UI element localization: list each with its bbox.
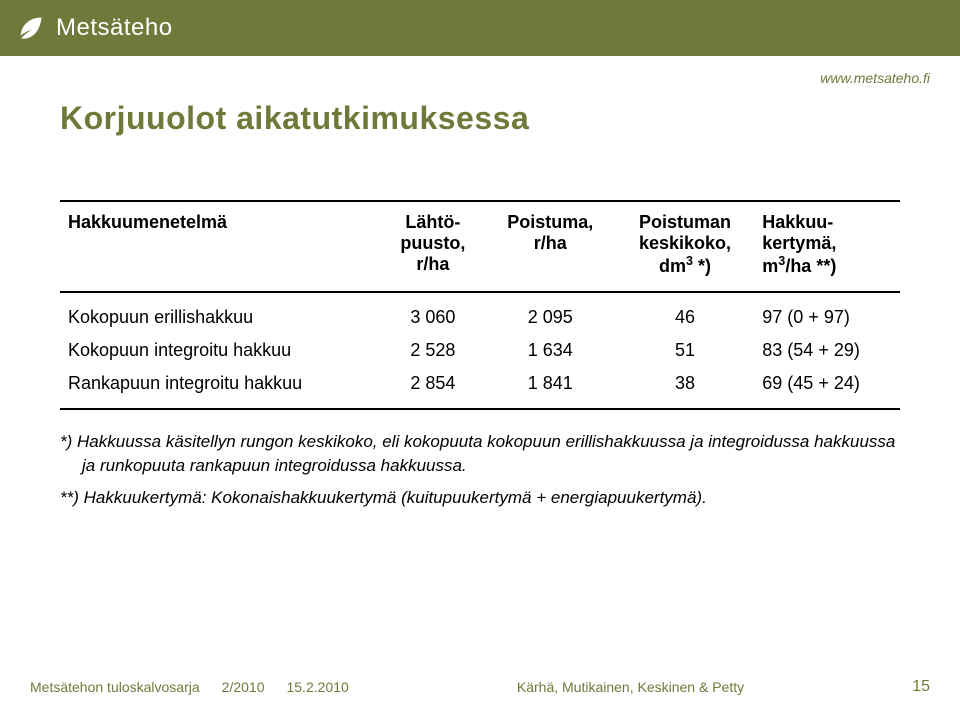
header-band: Metsäteho bbox=[0, 0, 960, 56]
col-header-removal: Poistuma,r/ha bbox=[485, 201, 616, 292]
footnotes: *) Hakkuussa käsitellyn rungon keskikoko… bbox=[60, 430, 900, 517]
cell-method: Kokopuun erillishakkuu bbox=[60, 292, 381, 334]
cell-method: Rankapuun integroitu hakkuu bbox=[60, 367, 381, 409]
data-table: Hakkuumenetelmä Lähtö-puusto,r/ha Poistu… bbox=[60, 200, 900, 410]
cell-yield: 83 (54 + 29) bbox=[754, 334, 900, 367]
footer-page: 15 bbox=[912, 678, 930, 696]
col-header-avgsize: Poistumankeskikoko,dm3 *) bbox=[616, 201, 755, 292]
leaf-icon bbox=[16, 13, 46, 43]
footer-issue: 2/2010 bbox=[222, 679, 265, 695]
footer-date: 15.2.2010 bbox=[286, 679, 348, 695]
brand-name: Metsäteho bbox=[56, 14, 173, 42]
slide-title: Korjuuolot aikatutkimuksessa bbox=[60, 100, 529, 137]
col-header-yield: Hakkuu-kertymä,m3/ha **) bbox=[754, 201, 900, 292]
cell-yield: 69 (45 + 24) bbox=[754, 367, 900, 409]
cell-avgsize: 46 bbox=[616, 292, 755, 334]
footer-left: Metsätehon tuloskalvosarja 2/2010 15.2.2… bbox=[30, 679, 349, 695]
cell-stand: 2 854 bbox=[381, 367, 485, 409]
cell-stand: 3 060 bbox=[381, 292, 485, 334]
footnote-1: *) Hakkuussa käsitellyn rungon keskikoko… bbox=[60, 430, 900, 478]
table-row: Kokopuun integroitu hakkuu 2 528 1 634 5… bbox=[60, 334, 900, 367]
footnote-2: **) Hakkuukertymä: Kokonaishakkuukertymä… bbox=[60, 486, 900, 510]
footer: Metsätehon tuloskalvosarja 2/2010 15.2.2… bbox=[30, 678, 930, 696]
cell-avgsize: 51 bbox=[616, 334, 755, 367]
cell-stand: 2 528 bbox=[381, 334, 485, 367]
table-row: Kokopuun erillishakkuu 3 060 2 095 46 97… bbox=[60, 292, 900, 334]
table-header-row: Hakkuumenetelmä Lähtö-puusto,r/ha Poistu… bbox=[60, 201, 900, 292]
cell-removal: 1 634 bbox=[485, 334, 616, 367]
col-header-method: Hakkuumenetelmä bbox=[60, 201, 381, 292]
cell-removal: 1 841 bbox=[485, 367, 616, 409]
cell-yield: 97 (0 + 97) bbox=[754, 292, 900, 334]
site-url: www.metsateho.fi bbox=[820, 70, 930, 86]
cell-method: Kokopuun integroitu hakkuu bbox=[60, 334, 381, 367]
col-header-stand: Lähtö-puusto,r/ha bbox=[381, 201, 485, 292]
cell-removal: 2 095 bbox=[485, 292, 616, 334]
footer-authors: Kärhä, Mutikainen, Keskinen & Petty bbox=[517, 679, 744, 695]
footer-series: Metsätehon tuloskalvosarja bbox=[30, 679, 200, 695]
table-row: Rankapuun integroitu hakkuu 2 854 1 841 … bbox=[60, 367, 900, 409]
cell-avgsize: 38 bbox=[616, 367, 755, 409]
slide: Metsäteho www.metsateho.fi Korjuuolot ai… bbox=[0, 0, 960, 716]
